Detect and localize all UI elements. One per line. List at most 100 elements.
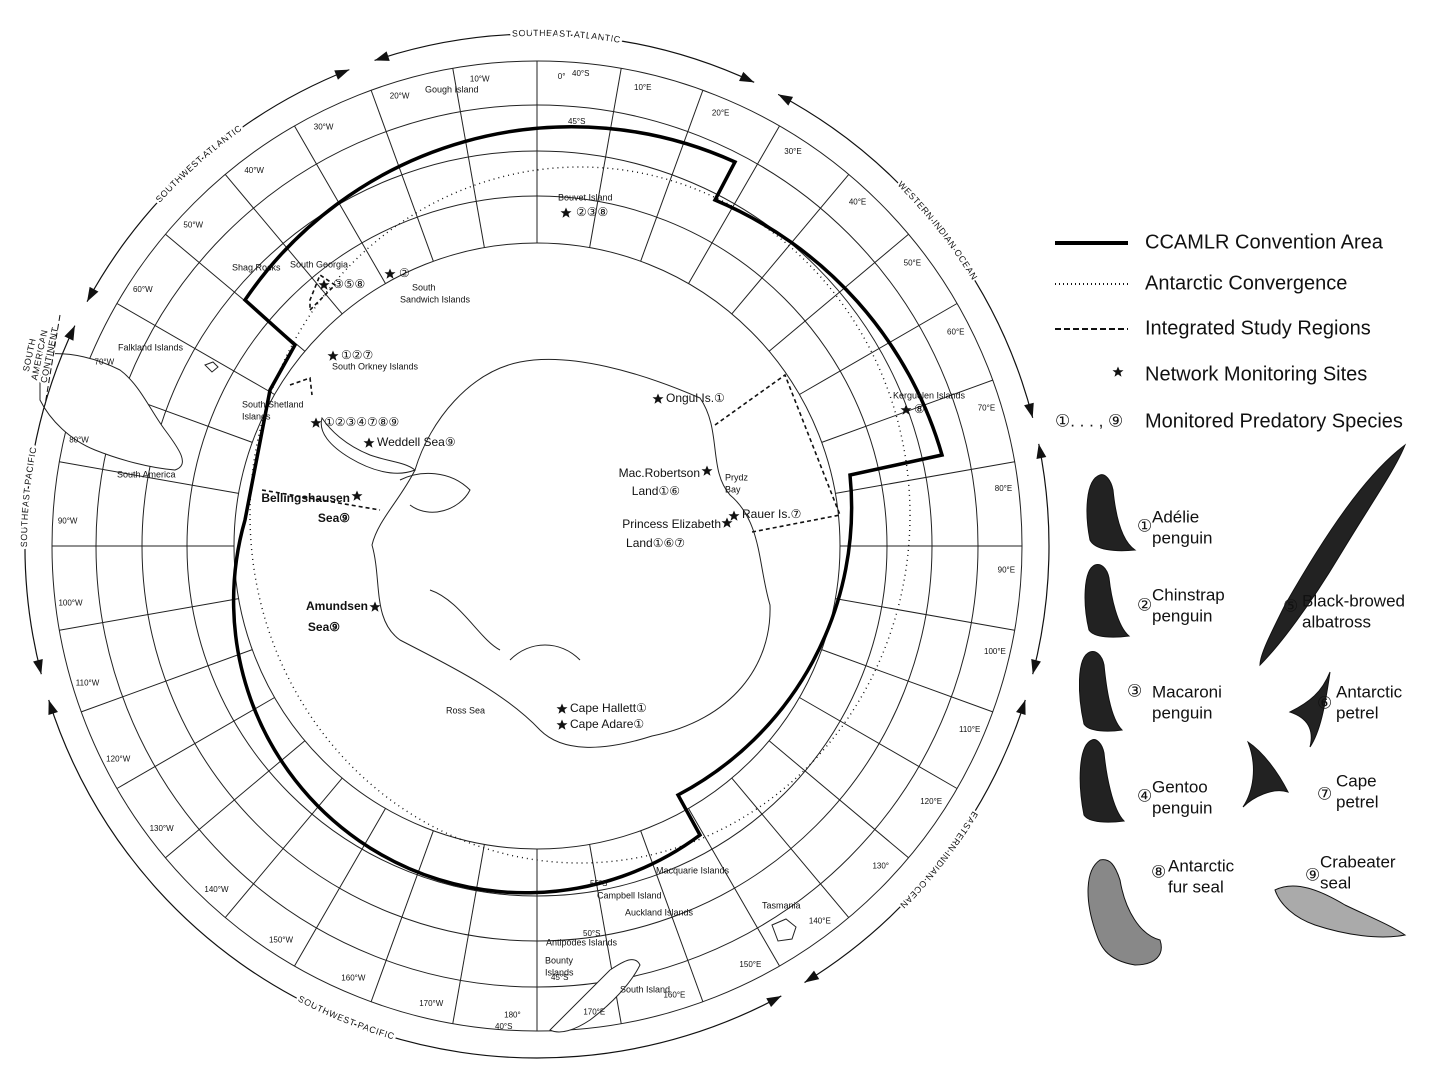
place-label: Campbell Island: [597, 890, 662, 900]
meridian: [640, 90, 704, 262]
longitude-label: 0°: [558, 72, 566, 81]
species-number: ①: [1137, 516, 1152, 535]
longitude-label: 30°W: [314, 122, 334, 131]
arrowhead: [804, 970, 820, 983]
meridian: [452, 844, 485, 1024]
meridian: [799, 697, 958, 789]
meridian: [59, 461, 239, 494]
arrowhead: [334, 69, 350, 80]
place-label: Gough Island: [425, 84, 479, 94]
place-label: Prydz: [725, 472, 749, 482]
site-label: ①②⑦: [341, 348, 373, 362]
longitude-label: 70°W: [95, 357, 115, 366]
longitude-label: 150°W: [269, 935, 294, 944]
meridian: [224, 174, 343, 315]
species-name: Chinstrap: [1152, 585, 1225, 604]
convention-boundary: [231, 125, 945, 895]
site-label: ②③⑧: [576, 205, 608, 219]
arrowhead: [739, 71, 755, 83]
site-label: Ongul Is.①: [666, 391, 725, 405]
site-label: ③⑤⑧: [333, 277, 365, 291]
land: [39, 353, 797, 1033]
arrowhead: [1031, 659, 1041, 675]
place-label: South America: [117, 469, 176, 479]
longitude-label: 100°W: [58, 598, 83, 607]
longitude-label: 10°E: [634, 83, 651, 92]
legend-label: Antarctic Convergence: [1145, 272, 1347, 294]
place-label: Ross Sea: [446, 705, 485, 715]
longitude-label: 130°: [872, 862, 889, 871]
species-number: ②: [1137, 595, 1152, 614]
site-label: Cape Hallett①: [570, 701, 647, 715]
legend-label: Network Monitoring Sites: [1145, 363, 1367, 385]
arrowhead: [374, 51, 390, 61]
longitude-label: 60°W: [133, 285, 153, 294]
place-label: South Shetland: [242, 399, 304, 409]
meridian: [224, 777, 343, 918]
place-label: Bounty: [545, 955, 574, 965]
ice-shelf: [399, 472, 581, 661]
species-name: penguin: [1152, 528, 1213, 547]
south-america: [39, 353, 183, 471]
site-label: Sea⑨: [318, 511, 350, 525]
sector-label: SOUTHWEST ATLANTIC: [154, 123, 244, 204]
arrowhead: [1036, 443, 1047, 459]
longitude-label: 50°W: [183, 221, 203, 230]
place-label: Antipodes Islands: [546, 937, 618, 947]
longitude-label: 30°E: [784, 147, 801, 156]
longitude-label: 60°E: [947, 328, 964, 337]
illustration: [1288, 671, 1331, 748]
sector-label: SOUTHEAST PACIFIC: [19, 446, 39, 547]
sector-arc: [374, 33, 755, 83]
place-label: Islands: [242, 411, 271, 421]
longitude-label: 150°E: [739, 960, 761, 969]
place-label: Tasmania: [762, 900, 801, 910]
new-zealand: [549, 959, 641, 1033]
sector-label: EASTERN INDIAN OCEAN: [898, 809, 980, 910]
species-name: Crabeater: [1320, 852, 1396, 871]
arrowhead: [766, 995, 782, 1007]
meridian: [589, 68, 622, 248]
longitude-label: 140°E: [809, 916, 831, 925]
antarctica: [371, 358, 771, 748]
site-label: Cape Adare①: [570, 717, 644, 731]
place-label: Shag Rocks: [232, 262, 281, 272]
longitude-label: 10°W: [470, 75, 490, 84]
illustration: [1242, 740, 1289, 808]
site-label: Bellingshausen: [261, 491, 350, 505]
longitude-label: 80°E: [995, 484, 1012, 493]
meridian: [731, 174, 850, 315]
falkland-islands: [204, 361, 219, 373]
longitude-label: 70°E: [978, 404, 995, 413]
place-label: Kerguelen Islands: [893, 390, 966, 400]
antarctic-peninsula: [320, 416, 416, 474]
place-label: Bouvet Island: [558, 192, 613, 202]
sector-arc: [1032, 443, 1050, 675]
site-label: Weddell Sea⑨: [377, 435, 456, 449]
meridian: [116, 303, 275, 395]
arrowhead: [48, 699, 58, 716]
illustration: [1078, 651, 1124, 732]
illustration: [1087, 859, 1162, 966]
sector-arc: [804, 699, 1026, 984]
sector-arc: [48, 699, 782, 1059]
site-label: Sea⑨: [308, 620, 340, 634]
longitude-label: 20°E: [712, 108, 729, 117]
legend-label: Monitored Predatory Species: [1145, 410, 1403, 432]
longitude-label: 90°E: [998, 566, 1015, 575]
longitude-label: 20°W: [390, 92, 410, 101]
site-label: ①②③④⑦⑧⑨: [324, 415, 399, 429]
latitude-label: 40°S: [572, 69, 589, 78]
species-name: penguin: [1152, 703, 1213, 722]
meridian: [452, 68, 485, 248]
longitude-label: 170°E: [583, 1008, 605, 1017]
meridian: [640, 830, 704, 1002]
arrowhead: [87, 286, 99, 302]
meridian: [731, 777, 850, 918]
meridian: [81, 649, 253, 713]
species-name: Adélie: [1152, 507, 1199, 526]
place-label: Falkland Islands: [118, 342, 184, 352]
site-label: ⑧: [914, 402, 925, 416]
site-label: Amundsen: [306, 599, 368, 613]
